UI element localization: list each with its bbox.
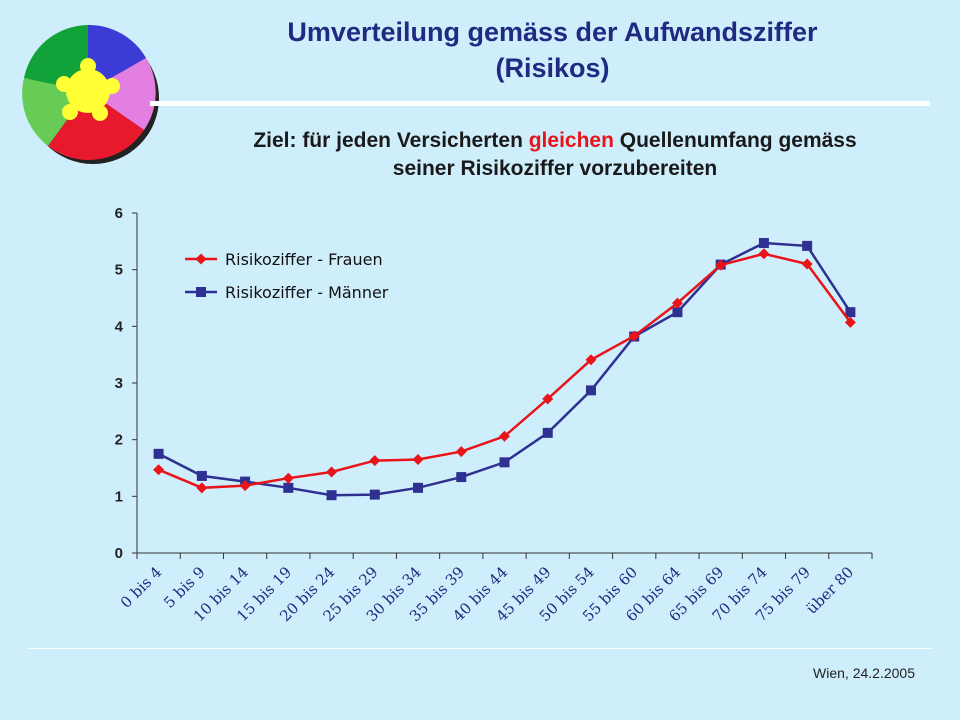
y-tick-label: 2 (115, 432, 123, 449)
data-point (758, 238, 769, 249)
data-point (672, 307, 683, 318)
chart-axes (132, 212, 873, 559)
data-point (845, 307, 856, 318)
data-point (585, 385, 596, 396)
y-tick-labels: 0 1 2 3 4 5 6 (115, 205, 124, 562)
data-point (455, 446, 467, 458)
data-point (802, 240, 813, 251)
page-title: Umverteilung gemäss der Aufwandsziffer (… (175, 14, 930, 86)
x-tick-label: über 80 (803, 563, 858, 618)
data-point (499, 457, 510, 468)
y-tick-label: 5 (115, 262, 123, 279)
data-point (844, 316, 856, 328)
data-point (153, 448, 164, 459)
subtitle-line-2: seiner Risikoziffer vorzubereiten (392, 157, 718, 180)
chart-legend: Risikoziffer - Frauen Risikoziffer - Männ… (185, 250, 389, 302)
data-point (628, 330, 640, 342)
legend-marker (195, 253, 207, 265)
data-point (283, 482, 294, 493)
y-tick-label: 1 (115, 488, 123, 505)
data-point (671, 297, 683, 309)
data-point (369, 489, 380, 500)
y-tick-label: 3 (115, 375, 123, 392)
data-point (369, 455, 381, 467)
legend-label: Risikoziffer - Frauen (225, 250, 383, 269)
data-point (153, 464, 165, 476)
x-tick-label: 0 bis 4 (117, 563, 166, 612)
puzzle-wheel-logo (22, 24, 159, 164)
data-point (499, 430, 510, 442)
data-point (239, 480, 251, 492)
chart-series (153, 238, 856, 501)
y-tick-label: 0 (115, 545, 123, 562)
data-point (456, 472, 467, 483)
footer-date: Wien, 24.2.2005 (813, 665, 915, 681)
data-point (542, 393, 554, 405)
data-point (542, 427, 553, 438)
data-point (585, 354, 597, 366)
data-point (801, 258, 813, 270)
data-point (196, 470, 207, 481)
data-point (196, 482, 208, 494)
data-point (412, 454, 424, 465)
footer-divider (28, 648, 932, 649)
y-tick-label: 6 (115, 205, 123, 222)
title-divider (150, 101, 930, 106)
data-point (326, 466, 338, 478)
data-point (758, 248, 770, 260)
data-point (715, 259, 727, 271)
title-line-1: Umverteilung gemäss der Aufwandsziffer (287, 17, 818, 47)
subtitle-line-1: Ziel: für jeden Versicherten gleichen Qu… (155, 127, 955, 155)
subtitle-text-pre: Ziel: für jeden Versicherten (253, 129, 529, 152)
data-point (326, 490, 337, 501)
legend-label: Risikoziffer - Männer (225, 283, 389, 302)
data-point (413, 482, 424, 493)
title-line-2: (Risikos) (495, 53, 610, 83)
data-point (282, 472, 294, 484)
subtitle-highlight: gleichen (528, 129, 614, 152)
legend-marker (196, 287, 206, 297)
subtitle-text-post: Quellenumfang gemäss (613, 129, 857, 152)
subtitle: Ziel: für jeden Versicherten gleichen Qu… (155, 127, 955, 183)
y-tick-label: 4 (115, 318, 124, 335)
